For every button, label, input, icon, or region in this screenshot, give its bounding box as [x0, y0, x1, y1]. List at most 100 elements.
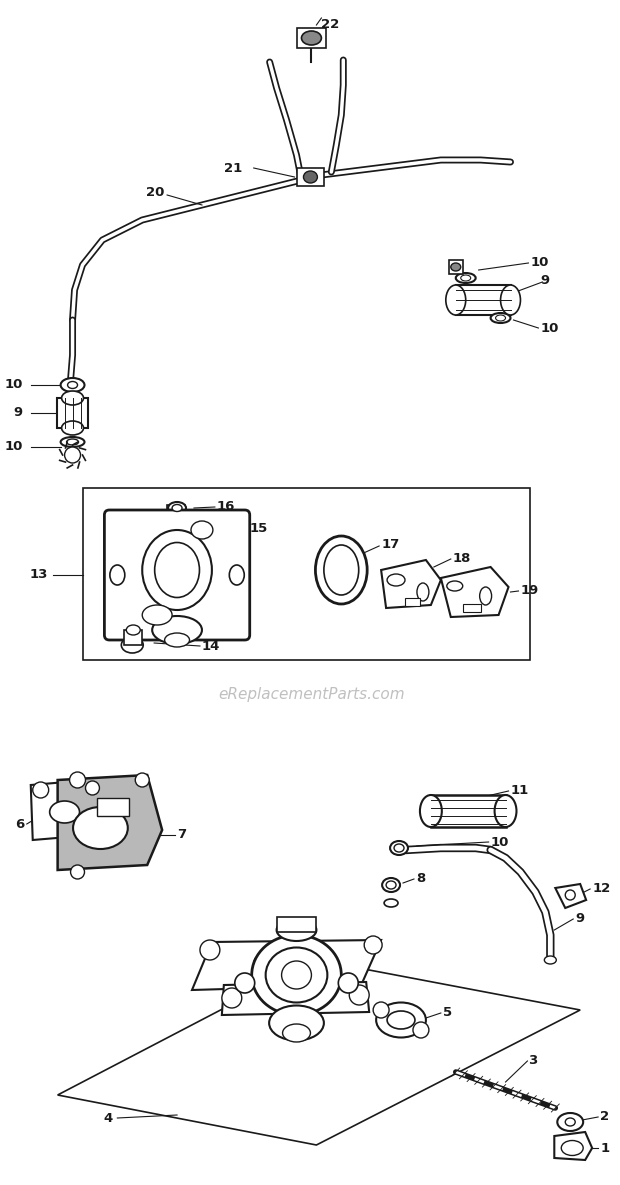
Ellipse shape [50, 801, 79, 824]
Text: 3: 3 [528, 1053, 538, 1066]
Ellipse shape [142, 530, 212, 610]
Circle shape [413, 1021, 429, 1038]
Ellipse shape [252, 935, 341, 1016]
Ellipse shape [61, 437, 84, 447]
Ellipse shape [61, 421, 84, 435]
Text: 21: 21 [224, 161, 242, 174]
Text: 8: 8 [416, 871, 425, 884]
Bar [56, 398, 89, 428]
Ellipse shape [500, 286, 520, 315]
Bar [449, 260, 463, 274]
Text: 10: 10 [4, 441, 23, 454]
Ellipse shape [172, 505, 182, 512]
Text: 7: 7 [177, 828, 186, 841]
Polygon shape [58, 775, 162, 870]
Text: 1: 1 [600, 1141, 609, 1154]
Text: 10: 10 [490, 835, 509, 848]
Text: 10: 10 [4, 378, 23, 391]
Text: eReplacementParts.com: eReplacementParts.com [218, 687, 405, 703]
Ellipse shape [165, 633, 190, 647]
Ellipse shape [565, 890, 575, 899]
Ellipse shape [495, 795, 516, 827]
Ellipse shape [447, 581, 463, 591]
Ellipse shape [394, 844, 404, 852]
Polygon shape [554, 1132, 592, 1160]
Ellipse shape [387, 574, 405, 587]
Text: 13: 13 [29, 569, 48, 582]
Ellipse shape [382, 878, 400, 892]
Ellipse shape [265, 948, 327, 1003]
Ellipse shape [544, 956, 556, 965]
Ellipse shape [316, 536, 367, 604]
Text: 6: 6 [252, 968, 262, 981]
FancyBboxPatch shape [104, 510, 250, 640]
Bar [296, 28, 326, 49]
Polygon shape [556, 884, 586, 908]
Circle shape [135, 773, 149, 787]
Ellipse shape [168, 502, 186, 514]
Bar [82, 488, 531, 660]
Ellipse shape [61, 378, 84, 392]
Ellipse shape [387, 1011, 415, 1029]
Ellipse shape [66, 438, 79, 446]
Text: 22: 22 [321, 18, 340, 31]
Polygon shape [31, 780, 104, 840]
Circle shape [71, 865, 84, 879]
Ellipse shape [420, 795, 442, 827]
Ellipse shape [254, 948, 324, 978]
Circle shape [86, 781, 99, 795]
Ellipse shape [417, 583, 429, 601]
Circle shape [64, 447, 81, 463]
Ellipse shape [561, 1140, 583, 1155]
Bar [277, 917, 316, 931]
Circle shape [33, 782, 48, 798]
Text: 11: 11 [510, 783, 529, 796]
Ellipse shape [390, 841, 408, 856]
Circle shape [69, 771, 86, 788]
Ellipse shape [68, 382, 78, 389]
Text: 2: 2 [600, 1109, 609, 1122]
Circle shape [235, 973, 255, 993]
Ellipse shape [461, 275, 471, 281]
Bar [456, 286, 510, 315]
Circle shape [364, 936, 382, 954]
Text: 4: 4 [103, 1112, 112, 1125]
Text: 9: 9 [14, 406, 23, 419]
Ellipse shape [73, 807, 128, 848]
Text: 10: 10 [531, 256, 549, 269]
Bar [167, 505, 185, 517]
Bar [405, 598, 420, 606]
Text: 9: 9 [575, 911, 584, 924]
Text: 6: 6 [16, 819, 25, 832]
Ellipse shape [191, 521, 213, 539]
Ellipse shape [269, 1006, 324, 1040]
Ellipse shape [281, 961, 311, 989]
Text: 15: 15 [250, 521, 268, 534]
Text: 5: 5 [443, 1006, 452, 1018]
Text: 16: 16 [217, 500, 235, 512]
Ellipse shape [229, 565, 244, 585]
Ellipse shape [565, 1117, 575, 1126]
Ellipse shape [110, 565, 125, 585]
Bar [296, 168, 324, 186]
Polygon shape [222, 982, 369, 1016]
Ellipse shape [122, 638, 143, 653]
Ellipse shape [446, 286, 466, 315]
Text: 17: 17 [381, 538, 399, 551]
Ellipse shape [480, 587, 492, 606]
Polygon shape [381, 561, 441, 608]
Ellipse shape [384, 899, 398, 907]
Ellipse shape [152, 616, 202, 643]
Bar [431, 795, 505, 827]
Text: 9: 9 [541, 274, 549, 287]
Ellipse shape [456, 273, 476, 283]
Circle shape [349, 985, 369, 1005]
Ellipse shape [154, 543, 200, 597]
Ellipse shape [451, 263, 461, 271]
Polygon shape [192, 940, 381, 989]
Text: 20: 20 [146, 186, 164, 199]
Circle shape [339, 973, 358, 993]
Ellipse shape [557, 1113, 583, 1130]
Ellipse shape [495, 315, 505, 321]
Ellipse shape [283, 1024, 311, 1042]
